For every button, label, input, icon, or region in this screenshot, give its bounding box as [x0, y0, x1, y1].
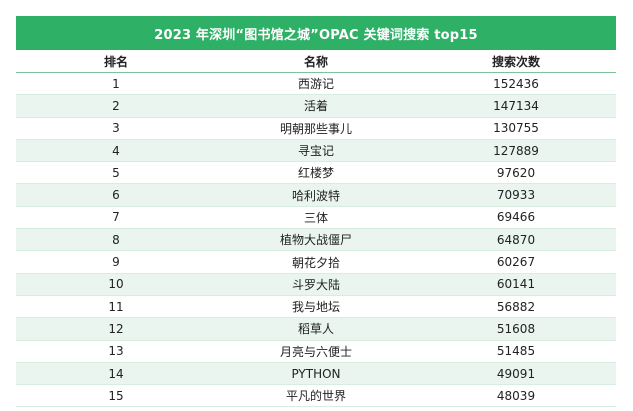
cell-count: 64870	[416, 228, 616, 252]
table-row: 1 西游记 152436	[16, 72, 616, 96]
cell-count: 152436	[416, 72, 616, 96]
cell-name: 稻草人	[216, 317, 416, 341]
cell-rank: 4	[16, 139, 216, 163]
ranking-table: 排名 名称 搜索次数 1 西游记 152436 2 活着 147134 3 明朝那些事儿 130…	[16, 50, 616, 408]
cell-count: 127889	[416, 139, 616, 163]
cell-name: 植物大战僵尸	[216, 228, 416, 252]
cell-rank: 7	[16, 206, 216, 230]
search-ranking-table: 2023 年深圳“图书馆之城”OPAC 关键词搜索 top15 排名 名称 搜索…	[16, 16, 616, 408]
table-row: 7 三体 69466	[16, 206, 616, 230]
cell-rank: 15	[16, 384, 216, 408]
cell-count: 97620	[416, 161, 616, 185]
cell-name: 我与地坛	[216, 295, 416, 319]
cell-rank: 5	[16, 161, 216, 185]
table-row: 6 哈利波特 70933	[16, 183, 616, 207]
table-row: 15 平凡的世界 48039	[16, 384, 616, 408]
table-row: 12 稻草人 51608	[16, 317, 616, 341]
cell-rank: 8	[16, 228, 216, 252]
cell-name: 哈利波特	[216, 183, 416, 207]
cell-rank: 3	[16, 117, 216, 140]
header-row: 排名 名称 搜索次数	[16, 50, 616, 73]
column-header-name: 名称	[216, 50, 416, 73]
cell-name: PYTHON	[216, 362, 416, 386]
cell-count: 70933	[416, 183, 616, 207]
cell-count: 69466	[416, 206, 616, 230]
cell-name: 斗罗大陆	[216, 273, 416, 296]
cell-rank: 6	[16, 183, 216, 207]
table-row: 8 植物大战僵尸 64870	[16, 228, 616, 252]
cell-rank: 14	[16, 362, 216, 386]
cell-count: 130755	[416, 117, 616, 140]
column-header-count: 搜索次数	[416, 50, 616, 73]
table-row: 3 明朝那些事儿 130755	[16, 117, 616, 140]
cell-rank: 13	[16, 340, 216, 363]
cell-name: 明朝那些事儿	[216, 117, 416, 140]
cell-name: 西游记	[216, 72, 416, 96]
cell-count: 147134	[416, 94, 616, 118]
table-row: 5 红楼梦 97620	[16, 161, 616, 185]
cell-count: 60267	[416, 250, 616, 274]
table-title: 2023 年深圳“图书馆之城”OPAC 关键词搜索 top15	[16, 16, 616, 50]
cell-name: 活着	[216, 94, 416, 118]
cell-count: 60141	[416, 273, 616, 296]
cell-rank: 11	[16, 295, 216, 319]
table-row: 11 我与地坛 56882	[16, 295, 616, 319]
column-header-rank: 排名	[16, 50, 216, 73]
cell-rank: 10	[16, 273, 216, 296]
cell-name: 朝花夕拾	[216, 250, 416, 274]
cell-rank: 9	[16, 250, 216, 274]
cell-rank: 2	[16, 94, 216, 118]
cell-name: 红楼梦	[216, 161, 416, 185]
cell-count: 49091	[416, 362, 616, 386]
cell-count: 56882	[416, 295, 616, 319]
table-row: 2 活着 147134	[16, 94, 616, 118]
cell-count: 48039	[416, 384, 616, 408]
cell-rank: 1	[16, 72, 216, 96]
table-row: 13 月亮与六便士 51485	[16, 340, 616, 363]
table-row: 10 斗罗大陆 60141	[16, 273, 616, 296]
table-row: 14 PYTHON 49091	[16, 362, 616, 386]
cell-name: 三体	[216, 206, 416, 230]
table-row: 9 朝花夕拾 60267	[16, 250, 616, 274]
cell-name: 月亮与六便士	[216, 340, 416, 363]
cell-rank: 12	[16, 317, 216, 341]
cell-name: 平凡的世界	[216, 384, 416, 408]
table-row: 4 寻宝记 127889	[16, 139, 616, 163]
cell-count: 51608	[416, 317, 616, 341]
cell-name: 寻宝记	[216, 139, 416, 163]
cell-count: 51485	[416, 340, 616, 363]
